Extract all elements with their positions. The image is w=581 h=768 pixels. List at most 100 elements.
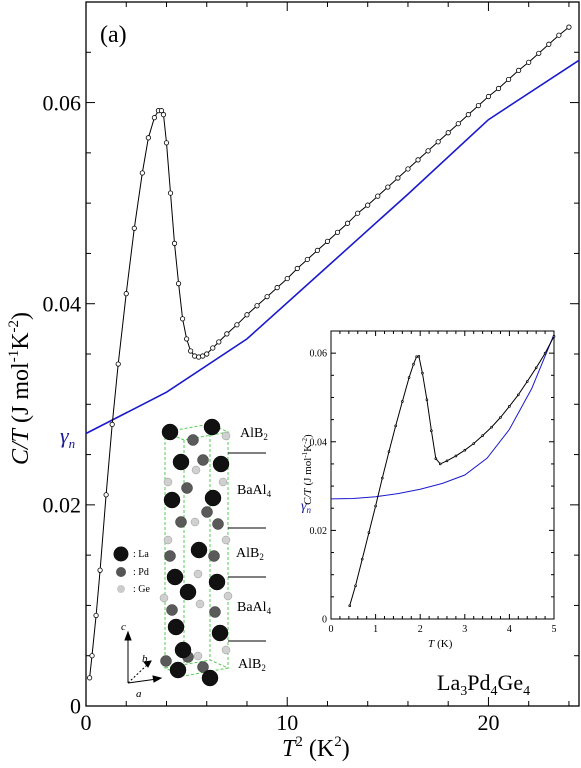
main-ylabel-mid: K — [8, 332, 34, 350]
la-atom — [212, 455, 230, 473]
inset-xlabel-unit: (K) — [437, 638, 453, 650]
inset-ylabel-close: ) — [302, 434, 314, 438]
layer-label-3: AlB2 — [236, 546, 264, 562]
main-data-point — [445, 130, 451, 136]
inset-y-axis-label: C/T (J mol-1K-2) — [301, 434, 314, 505]
inset-data-point — [380, 476, 384, 480]
pd-atom — [175, 516, 187, 528]
main-data-point — [175, 280, 182, 287]
main-data-point — [160, 112, 167, 118]
inset-ylabel-var: C/T — [302, 488, 314, 505]
inset-data-series — [348, 335, 556, 608]
inset-chart: 0 1 2 3 4 5 0 0.02 0.04 0.06 γn T (K) C/T (J mol-1K… — [301, 309, 560, 650]
main-data-point — [546, 41, 552, 47]
gamma-symbol: γ — [60, 423, 70, 448]
inset-ylabel-sup2: -2 — [301, 438, 309, 444]
main-data-point — [526, 59, 532, 65]
main-data-point — [385, 184, 391, 190]
main-data-point — [234, 322, 240, 328]
legend-ge-swatch — [117, 585, 125, 593]
ge-atom — [221, 535, 231, 545]
main-data-point — [334, 229, 341, 235]
main-data-point — [204, 351, 210, 357]
ge-atom — [221, 645, 231, 655]
la-atom — [172, 453, 190, 471]
main-data-point — [244, 312, 250, 318]
main-x-axis-label: T2 (K2) — [282, 734, 350, 762]
main-data-point — [314, 247, 321, 254]
axis-b-line — [127, 663, 149, 684]
pd-atom — [164, 550, 176, 562]
inset-y-tick-label: 0.04 — [310, 437, 328, 448]
axis-b-arrow — [143, 660, 152, 668]
main-data-point — [536, 50, 542, 56]
main-data-point — [405, 166, 411, 172]
ge-atom — [221, 431, 231, 441]
ge-atom — [163, 477, 173, 487]
atom-legend: : La : Pd : Ge — [113, 546, 151, 595]
main-y-tick-label: 0.06 — [43, 90, 82, 115]
main-ylabel-sup1: -1 — [6, 350, 22, 363]
main-data-point — [171, 240, 178, 246]
compound-el-1: La — [437, 670, 460, 695]
compound-label: La3Pd4Ge4 — [437, 670, 530, 699]
main-data-point — [274, 285, 280, 291]
inset-data-point — [417, 354, 421, 358]
inset-data-point — [407, 376, 411, 379]
inset-data-point — [499, 416, 502, 419]
main-fit-line — [85, 59, 580, 435]
main-data-point — [395, 175, 401, 181]
inset-data-point — [430, 429, 433, 432]
main-x-tick-label: 20 — [477, 710, 499, 735]
main-data-point — [200, 353, 206, 359]
main-data-point — [87, 675, 93, 681]
main-x-tick-label: 10 — [276, 710, 298, 735]
main-data-point — [89, 653, 95, 659]
layer-5-name: AlB — [238, 657, 261, 672]
la-atom — [166, 568, 184, 586]
ge-atom — [159, 593, 169, 603]
main-xlabel-unit-sup: 2 — [334, 734, 342, 750]
layer-label-1: AlB2 — [240, 426, 268, 442]
inset-plot-frame — [330, 330, 555, 620]
la-atom — [169, 661, 187, 679]
inset-gamma-label: γn — [301, 499, 312, 515]
pd-atom — [181, 482, 193, 494]
legend-la-label: : La — [133, 549, 149, 560]
main-data-point — [566, 24, 572, 30]
inset-ylabel-unit: (J mol — [302, 458, 314, 486]
inset-ticks — [330, 330, 555, 620]
pd-atom — [187, 434, 199, 446]
axis-a-label: a — [136, 688, 142, 700]
main-data-point — [184, 336, 190, 342]
inset-fit-line — [330, 334, 555, 500]
main-x-tick-label: 0 — [81, 710, 92, 735]
inset-data-point — [360, 557, 364, 561]
inset-data-point — [425, 398, 429, 401]
legend-pd-swatch — [116, 567, 126, 577]
inset-ylabel-mid: K — [302, 444, 314, 452]
compound-sub-1: 3 — [460, 684, 467, 699]
layer-labels: AlB2 BaAl4 AlB2 BaAl4 AlB2 — [236, 426, 272, 673]
layer-4-name: BaAl — [237, 600, 267, 615]
inset-x-tick-label: 4 — [507, 624, 512, 635]
legend-la-swatch — [113, 546, 129, 562]
axis-b-label: b — [142, 653, 148, 665]
main-ticks — [85, 1, 579, 707]
atoms — [159, 418, 233, 687]
inset-data-point — [481, 434, 484, 437]
la-atom — [208, 573, 226, 591]
inset-data-point — [543, 351, 547, 355]
main-data-point — [294, 265, 300, 272]
inset-data-point — [445, 459, 449, 463]
inset-data-point — [412, 362, 415, 366]
main-data-series — [87, 24, 572, 681]
inset-data-point — [348, 604, 352, 608]
inset-data-point — [354, 584, 357, 588]
main-y-tick-label: 0.04 — [43, 291, 82, 316]
main-data-point — [163, 140, 170, 146]
main-data-point — [355, 210, 361, 216]
main-data-point — [495, 85, 502, 92]
